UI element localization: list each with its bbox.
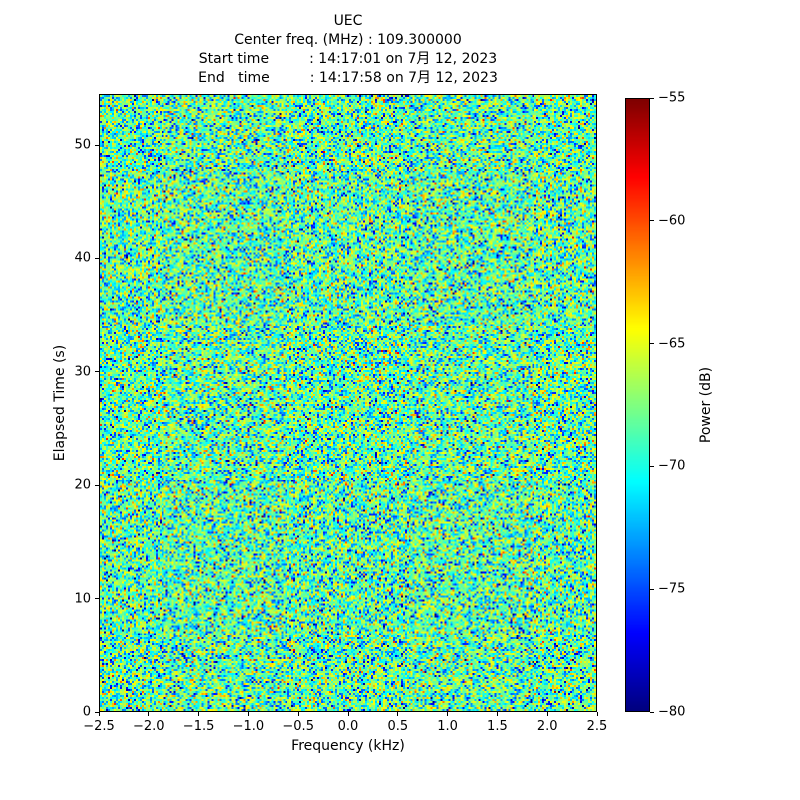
y-tick-mark <box>95 257 99 259</box>
x-tick-label: −1.5 <box>182 719 215 734</box>
x-tick-mark <box>297 712 299 716</box>
y-tick-mark <box>95 144 99 146</box>
colorbar-tick-mark <box>650 588 654 590</box>
y-axis-label: Elapsed Time (s) <box>52 344 68 462</box>
chart-subtitle-start-time: Start time : 14:17:01 on 7月 12, 2023 <box>198 51 498 67</box>
x-tick-label: −0.5 <box>282 719 314 734</box>
colorbar-tick-mark <box>650 465 654 467</box>
colorbar-tick-label: −70 <box>658 458 686 474</box>
x-axis-label: Frequency (kHz) <box>291 738 405 754</box>
y-tick-mark <box>95 711 99 713</box>
colorbar-tick-mark <box>650 220 654 222</box>
y-tick-label: 10 <box>74 591 91 607</box>
x-tick-mark <box>397 712 399 716</box>
y-tick-label: 0 <box>82 704 91 720</box>
x-tick-label: 2.0 <box>536 719 558 734</box>
x-tick-mark <box>447 712 449 716</box>
x-tick-mark <box>347 712 349 716</box>
colorbar-gradient <box>626 99 649 711</box>
y-tick-label: 30 <box>74 364 91 380</box>
chart-title: UEC <box>333 13 363 29</box>
x-tick-label: 2.5 <box>586 719 608 734</box>
colorbar-tick-label: −80 <box>658 704 686 720</box>
colorbar-tick-mark <box>650 711 654 713</box>
colorbar-tick-label: −55 <box>658 90 686 106</box>
chart-subtitle-center-freq: Center freq. (MHz) : 109.300000 <box>234 32 462 48</box>
chart-header: UEC Center freq. (MHz) : 109.300000 Star… <box>99 12 597 88</box>
x-tick-label: 0.5 <box>387 719 409 734</box>
y-tick-label: 50 <box>74 137 91 153</box>
y-tick-label: 40 <box>74 250 91 266</box>
x-tick-mark <box>546 712 548 716</box>
chart-subtitle-end-time: End time : 14:17:58 on 7月 12, 2023 <box>198 70 498 86</box>
colorbar-tick-label: −75 <box>658 581 686 597</box>
colorbar-tick-label: −65 <box>658 336 686 352</box>
x-tick-label: −2.5 <box>83 719 115 734</box>
y-tick-mark <box>95 484 99 486</box>
x-tick-mark <box>148 712 150 716</box>
colorbar-tick-mark <box>650 97 654 99</box>
x-tick-label: −1.0 <box>232 719 265 734</box>
x-tick-label: 1.0 <box>437 719 458 734</box>
colorbar-label: Power (dB) <box>698 366 714 444</box>
x-tick-mark <box>596 712 598 716</box>
colorbar-tick-mark <box>650 343 654 345</box>
x-tick-mark <box>247 712 249 716</box>
x-tick-label: 1.5 <box>487 719 508 734</box>
y-tick-label: 20 <box>74 477 91 493</box>
x-tick-label: 0.0 <box>337 719 359 734</box>
plot-area <box>99 94 597 712</box>
spectrogram-heatmap <box>100 95 596 711</box>
colorbar-tick-label: −60 <box>658 213 686 229</box>
y-tick-mark <box>95 371 99 373</box>
x-tick-label: −2.0 <box>133 719 165 734</box>
x-tick-mark <box>496 712 498 716</box>
colorbar <box>625 98 650 712</box>
x-tick-mark <box>98 712 100 716</box>
y-tick-mark <box>95 598 99 600</box>
x-tick-mark <box>198 712 200 716</box>
